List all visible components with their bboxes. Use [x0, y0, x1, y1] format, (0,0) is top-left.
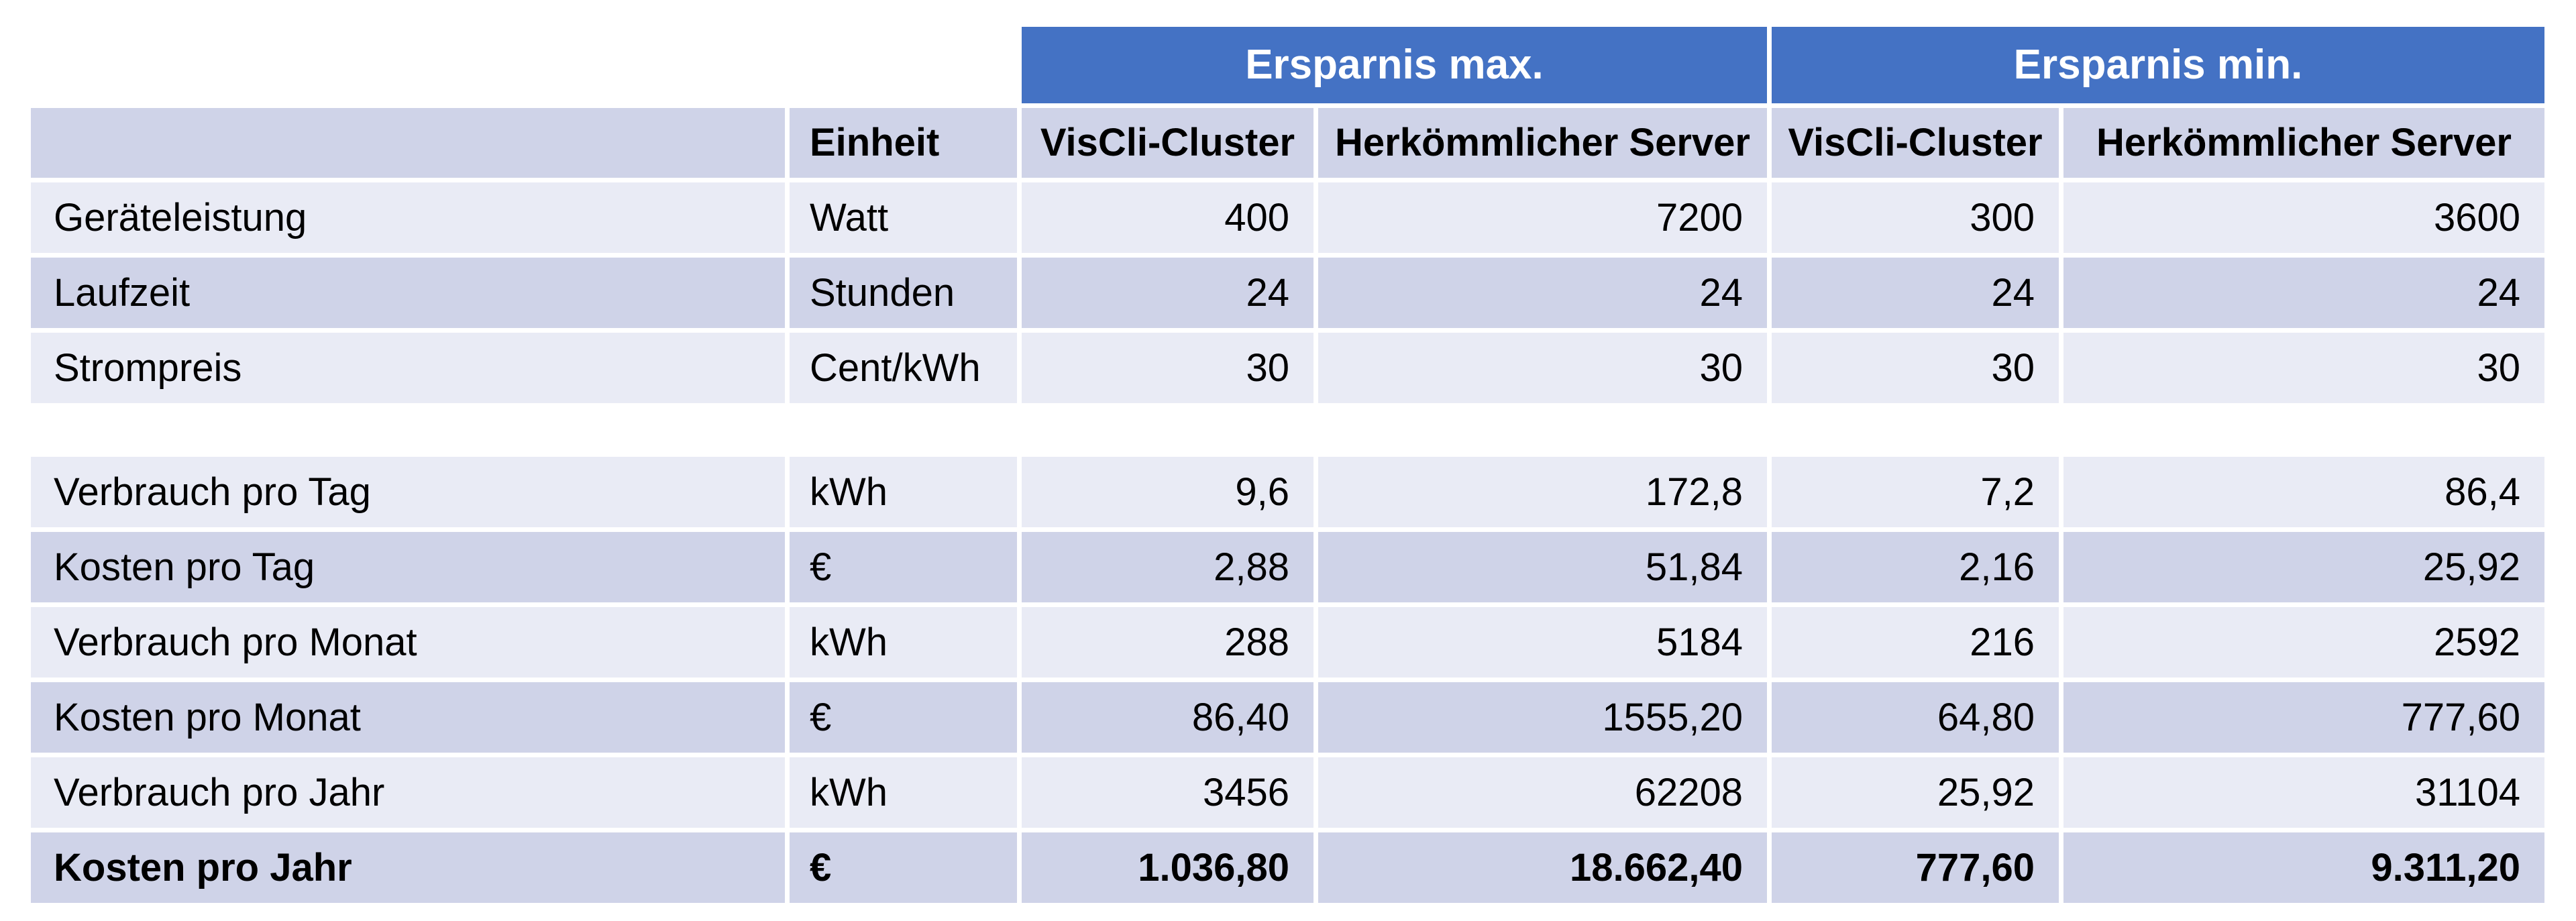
row-label-cell: Kosten pro Monat [31, 682, 785, 753]
section-spacer-row [31, 408, 2544, 452]
value-cell: 30 [2063, 333, 2544, 403]
value-cell: 288 [1022, 607, 1313, 678]
row-label-cell: Geräteleistung [31, 182, 785, 253]
table-row-geraeteleistung: Geräteleistung Watt 400 7200 300 3600 [31, 182, 2544, 253]
value-cell: 64,80 [1772, 682, 2059, 753]
table-row-kosten-pro-monat: Kosten pro Monat € 86,40 1555,20 64,80 7… [31, 682, 2544, 753]
value-cell: 7200 [1318, 182, 1767, 253]
value-cell: 9.311,20 [2063, 832, 2544, 903]
value-cell: 18.662,40 [1318, 832, 1767, 903]
row-label-cell: Verbrauch pro Jahr [31, 757, 785, 828]
unit-cell: Watt [790, 182, 1017, 253]
value-cell: 5184 [1318, 607, 1767, 678]
table-row-kosten-pro-tag: Kosten pro Tag € 2,88 51,84 2,16 25,92 [31, 532, 2544, 602]
value-cell: 777,60 [2063, 682, 2544, 753]
unit-cell: kWh [790, 457, 1017, 527]
value-cell: 3456 [1022, 757, 1313, 828]
value-cell: 3600 [2063, 182, 2544, 253]
value-cell: 24 [2063, 258, 2544, 328]
row-label-cell: Kosten pro Jahr [31, 832, 785, 903]
table-row-verbrauch-pro-tag: Verbrauch pro Tag kWh 9,6 172,8 7,2 86,4 [31, 457, 2544, 527]
value-cell: 30 [1022, 333, 1313, 403]
unit-cell: Stunden [790, 258, 1017, 328]
table-row-verbrauch-pro-jahr: Verbrauch pro Jahr kWh 3456 62208 25,92 … [31, 757, 2544, 828]
group-header-spacer-cell [31, 27, 1017, 103]
value-cell: 51,84 [1318, 532, 1767, 602]
column-header-server-min: Herkömmlicher Server [2063, 108, 2544, 178]
value-cell: 86,4 [2063, 457, 2544, 527]
table-row-kosten-pro-jahr-total: Kosten pro Jahr € 1.036,80 18.662,40 777… [31, 832, 2544, 903]
value-cell: 31104 [2063, 757, 2544, 828]
value-cell: 300 [1772, 182, 2059, 253]
value-cell: 25,92 [1772, 757, 2059, 828]
unit-cell: kWh [790, 757, 1017, 828]
row-label-cell: Kosten pro Tag [31, 532, 785, 602]
group-header-row: Ersparnis max. Ersparnis min. [31, 27, 2544, 103]
column-header-server-max: Herkömmlicher Server [1318, 108, 1767, 178]
row-label-cell: Verbrauch pro Monat [31, 607, 785, 678]
column-header-viscli-max: VisCli-Cluster [1022, 108, 1313, 178]
unit-cell: Cent/kWh [790, 333, 1017, 403]
value-cell: 30 [1318, 333, 1767, 403]
table-row-laufzeit: Laufzeit Stunden 24 24 24 24 [31, 258, 2544, 328]
value-cell: 62208 [1318, 757, 1767, 828]
column-header-viscli-min: VisCli-Cluster [1772, 108, 2059, 178]
value-cell: 2,16 [1772, 532, 2059, 602]
column-header-row: Einheit VisCli-Cluster Herkömmlicher Ser… [31, 108, 2544, 178]
value-cell: 25,92 [2063, 532, 2544, 602]
value-cell: 7,2 [1772, 457, 2059, 527]
value-cell: 86,40 [1022, 682, 1313, 753]
unit-cell: € [790, 682, 1017, 753]
value-cell: 2,88 [1022, 532, 1313, 602]
value-cell: 1555,20 [1318, 682, 1767, 753]
row-label-cell: Verbrauch pro Tag [31, 457, 785, 527]
value-cell: 1.036,80 [1022, 832, 1313, 903]
group-header-ersparnis-max: Ersparnis max. [1022, 27, 1767, 103]
table-row-strompreis: Strompreis Cent/kWh 30 30 30 30 [31, 333, 2544, 403]
value-cell: 777,60 [1772, 832, 2059, 903]
unit-cell: € [790, 532, 1017, 602]
column-header-einheit: Einheit [790, 108, 1017, 178]
value-cell: 24 [1022, 258, 1313, 328]
value-cell: 400 [1022, 182, 1313, 253]
value-cell: 24 [1318, 258, 1767, 328]
unit-cell: kWh [790, 607, 1017, 678]
row-label-cell: Laufzeit [31, 258, 785, 328]
value-cell: 172,8 [1318, 457, 1767, 527]
value-cell: 216 [1772, 607, 2059, 678]
group-header-ersparnis-min: Ersparnis min. [1772, 27, 2544, 103]
value-cell: 30 [1772, 333, 2059, 403]
energy-cost-table: Ersparnis max. Ersparnis min. Einheit Vi… [26, 22, 2549, 908]
section-spacer-cell [31, 408, 2544, 452]
row-label-cell: Strompreis [31, 333, 785, 403]
value-cell: 24 [1772, 258, 2059, 328]
value-cell: 2592 [2063, 607, 2544, 678]
column-header-empty [31, 108, 785, 178]
value-cell: 9,6 [1022, 457, 1313, 527]
table-row-verbrauch-pro-monat: Verbrauch pro Monat kWh 288 5184 216 259… [31, 607, 2544, 678]
unit-cell: € [790, 832, 1017, 903]
